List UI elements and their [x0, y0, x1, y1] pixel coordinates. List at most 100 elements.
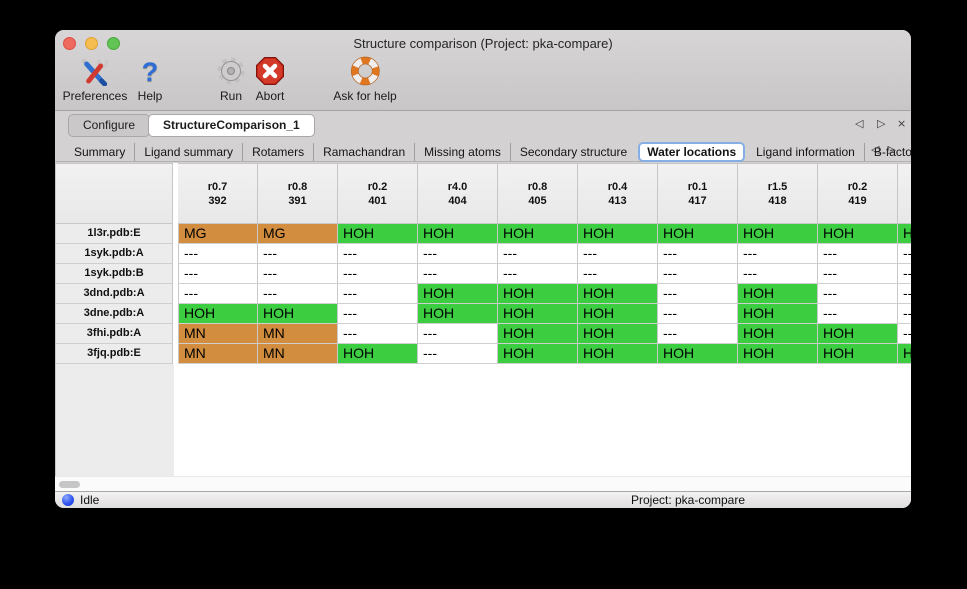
water-cell[interactable]: --- — [498, 264, 578, 284]
horizontal-scrollbar-thumb[interactable] — [59, 481, 80, 488]
water-cell[interactable]: HOH — [818, 324, 898, 344]
water-cell[interactable]: --- — [898, 284, 911, 304]
water-cell[interactable]: HOH — [658, 224, 738, 244]
water-cell[interactable]: --- — [898, 264, 911, 284]
column-header[interactable]: r0.8 405 — [498, 163, 578, 224]
water-cell[interactable]: HOH — [898, 344, 911, 364]
water-cell[interactable]: --- — [738, 244, 818, 264]
water-cell[interactable]: --- — [818, 244, 898, 264]
water-cell[interactable]: --- — [418, 324, 498, 344]
water-cell[interactable]: --- — [338, 284, 418, 304]
column-header[interactable]: r4.0 404 — [418, 163, 498, 224]
water-cell[interactable]: --- — [898, 244, 911, 264]
toolbar-button-run[interactable]: Run — [216, 56, 246, 103]
water-cell[interactable]: --- — [658, 244, 738, 264]
water-cell[interactable]: --- — [658, 264, 738, 284]
tab-ramachandran[interactable]: Ramachandran — [313, 143, 414, 161]
water-cell[interactable]: HOH — [498, 224, 578, 244]
water-cell[interactable]: --- — [258, 284, 338, 304]
water-cell[interactable]: --- — [418, 244, 498, 264]
water-cell[interactable]: HOH — [498, 284, 578, 304]
water-cell[interactable]: HOH — [338, 344, 418, 364]
tab-configure[interactable]: Configure — [68, 114, 151, 137]
water-cell[interactable]: --- — [338, 324, 418, 344]
water-cell[interactable]: HOH — [498, 344, 578, 364]
water-cell[interactable]: --- — [418, 344, 498, 364]
water-cell[interactable]: --- — [258, 264, 338, 284]
row-label[interactable]: 1syk.pdb:B — [55, 264, 173, 284]
water-cell[interactable]: MN — [178, 324, 258, 344]
water-cell[interactable]: HOH — [738, 344, 818, 364]
zoom-window-button[interactable] — [107, 37, 120, 50]
row-label[interactable]: 1l3r.pdb:E — [55, 224, 173, 244]
water-cell[interactable]: --- — [258, 244, 338, 264]
water-cell[interactable]: MG — [258, 224, 338, 244]
column-header[interactable]: r1.5 418 — [738, 163, 818, 224]
water-cell[interactable]: --- — [338, 264, 418, 284]
row-label[interactable]: 3fjq.pdb:E — [55, 344, 173, 364]
column-header[interactable]: r0.4 413 — [578, 163, 658, 224]
water-cell[interactable]: --- — [178, 264, 258, 284]
water-cell[interactable]: HOH — [738, 304, 818, 324]
water-cell[interactable]: --- — [178, 284, 258, 304]
water-cell[interactable]: --- — [578, 264, 658, 284]
water-cell[interactable]: HOH — [178, 304, 258, 324]
scroll-left-icon[interactable]: ◁ — [855, 117, 864, 130]
row-label[interactable]: 1syk.pdb:A — [55, 244, 173, 264]
water-cell[interactable]: --- — [418, 264, 498, 284]
row-label[interactable]: 3dnd.pdb:A — [55, 284, 173, 304]
tab-b-factors[interactable]: B-factors — [863, 143, 911, 161]
tab-ligand-information[interactable]: Ligand information — [756, 145, 855, 159]
minimize-window-button[interactable] — [85, 37, 98, 50]
water-cell[interactable]: --- — [338, 244, 418, 264]
scroll-right-icon[interactable]: ▷ — [887, 143, 896, 156]
tab-ligand-summary[interactable]: Ligand summary — [134, 143, 242, 161]
tab-summary[interactable]: Summary — [74, 145, 126, 159]
close-tab-icon[interactable]: × — [897, 117, 907, 130]
tab-secondary-structure[interactable]: Secondary structure — [509, 143, 636, 161]
water-cell[interactable]: --- — [818, 304, 898, 324]
water-cell[interactable]: HOH — [578, 344, 658, 364]
horizontal-scrollbar[interactable] — [55, 476, 911, 491]
scroll-left-icon[interactable]: ◁ — [871, 143, 880, 156]
scroll-right-icon[interactable]: ▷ — [877, 117, 886, 130]
water-cell[interactable]: HOH — [498, 324, 578, 344]
water-cell[interactable]: MN — [178, 344, 258, 364]
water-cell[interactable]: --- — [338, 304, 418, 324]
tab-rotamers[interactable]: Rotamers — [242, 143, 313, 161]
water-cell[interactable]: --- — [658, 284, 738, 304]
water-cell[interactable]: HOH — [418, 284, 498, 304]
water-cell[interactable]: HOH — [738, 224, 818, 244]
water-cell[interactable]: --- — [898, 324, 911, 344]
tab-water-locations[interactable]: Water locations — [638, 142, 746, 162]
water-cell[interactable]: --- — [818, 284, 898, 304]
toolbar-button-preferences[interactable]: Preferences — [63, 56, 127, 103]
water-cell[interactable]: HOH — [578, 224, 658, 244]
column-header[interactable]: r0.2 401 — [338, 163, 418, 224]
tab-missing-atoms[interactable]: Missing atoms — [414, 143, 510, 161]
row-label[interactable]: 3fhi.pdb:A — [55, 324, 173, 344]
water-cell[interactable]: HOH — [498, 304, 578, 324]
toolbar-button-abort[interactable]: Abort — [255, 56, 285, 103]
water-cell[interactable]: MN — [258, 344, 338, 364]
column-header[interactable] — [898, 163, 911, 224]
column-header[interactable]: r0.2 419 — [818, 163, 898, 224]
water-cell[interactable]: HOH — [258, 304, 338, 324]
toolbar-button-help[interactable]: ? Help — [138, 56, 163, 103]
water-cell[interactable]: HOH — [738, 324, 818, 344]
water-cell[interactable]: --- — [658, 304, 738, 324]
water-cell[interactable]: HOH — [818, 344, 898, 364]
water-cell[interactable]: --- — [178, 244, 258, 264]
water-cell[interactable]: HOH — [418, 224, 498, 244]
water-cell[interactable]: --- — [658, 324, 738, 344]
water-cell[interactable]: MG — [178, 224, 258, 244]
water-cell[interactable]: --- — [898, 304, 911, 324]
toolbar-button-ask-for-help[interactable]: Ask for help — [333, 56, 397, 103]
water-cell[interactable]: --- — [578, 244, 658, 264]
water-cell[interactable]: HOH — [658, 344, 738, 364]
water-cell[interactable]: --- — [738, 264, 818, 284]
water-cell[interactable]: --- — [498, 244, 578, 264]
water-cell[interactable]: HOH — [818, 224, 898, 244]
row-label[interactable]: 3dne.pdb:A — [55, 304, 173, 324]
water-cell[interactable]: HOH — [578, 324, 658, 344]
